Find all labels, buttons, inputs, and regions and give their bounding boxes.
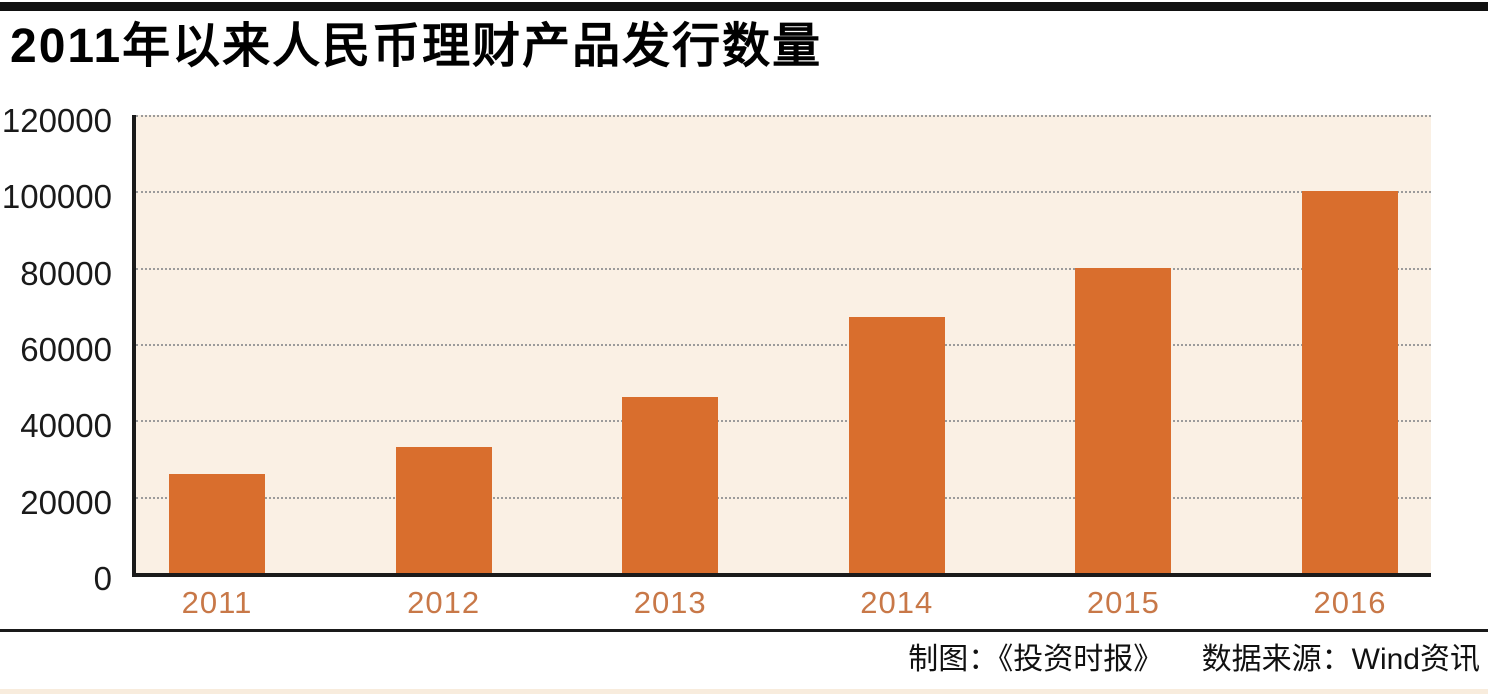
- x-tick-label-2016: 2016: [1313, 585, 1387, 620]
- bar-2015: [1075, 267, 1172, 573]
- y-tick-label: 60000: [20, 331, 112, 368]
- y-tick-label: 0: [93, 560, 112, 597]
- bar-cell-2016: 2016: [1301, 115, 1398, 619]
- bar-cell-2014: 2014: [848, 115, 945, 619]
- footer-divider-line: [0, 629, 1488, 632]
- footer-credits: 制图：《投资时报》 数据来源：Wind资讯: [0, 642, 1480, 678]
- y-tick-label: 100000: [1, 178, 112, 216]
- y-tick-label: 120000: [1, 102, 112, 139]
- x-tick-label-2012: 2012: [407, 585, 481, 620]
- bar-cell-2012: 2012: [395, 115, 492, 619]
- bar-2016: [1301, 191, 1398, 573]
- x-tick-label-2013: 2013: [633, 585, 707, 620]
- bar-cell-2011: 2011: [169, 115, 265, 619]
- bar-2013: [622, 397, 719, 573]
- bar-2014: [848, 317, 945, 573]
- bar-cell-2015: 2015: [1075, 115, 1172, 619]
- gridline: [136, 420, 1431, 423]
- bar-2011: [169, 473, 265, 573]
- data-source: 数据来源：Wind资讯: [1201, 643, 1480, 676]
- x-tick-label-2015: 2015: [1086, 585, 1160, 620]
- y-axis: 0 20000 40000 60000 80000 100000 120000: [0, 104, 112, 596]
- plot-area: 2011 2012 2013 2014 2015 2016: [132, 115, 1431, 619]
- gridline: [136, 115, 1431, 117]
- gridline: [136, 191, 1431, 194]
- bar-cell-2013: 2013: [622, 115, 719, 619]
- gridline: [136, 344, 1431, 346]
- bars-row: 2011 2012 2013 2014 2015 2016: [136, 115, 1431, 619]
- gridline: [136, 267, 1431, 270]
- top-black-bar: [0, 2, 1488, 11]
- bar-2012: [395, 447, 492, 573]
- x-tick-label-2011: 2011: [181, 585, 253, 620]
- y-tick-label: 20000: [20, 483, 112, 521]
- chart-title: 2011年以来人民币理财产品发行数量: [10, 20, 823, 73]
- gridline: [136, 496, 1431, 499]
- y-tick-label: 40000: [20, 407, 112, 445]
- chart-credit: 制图：《投资时报》: [908, 643, 1164, 676]
- y-tick-label: 80000: [20, 254, 112, 292]
- bottom-beige-strip: [0, 689, 1488, 694]
- x-tick-label-2014: 2014: [860, 585, 934, 620]
